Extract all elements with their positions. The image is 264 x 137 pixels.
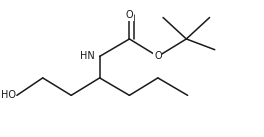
Text: HN: HN [80, 51, 95, 61]
Text: HO: HO [1, 90, 16, 100]
Text: O: O [126, 10, 133, 20]
Text: O: O [154, 51, 162, 61]
